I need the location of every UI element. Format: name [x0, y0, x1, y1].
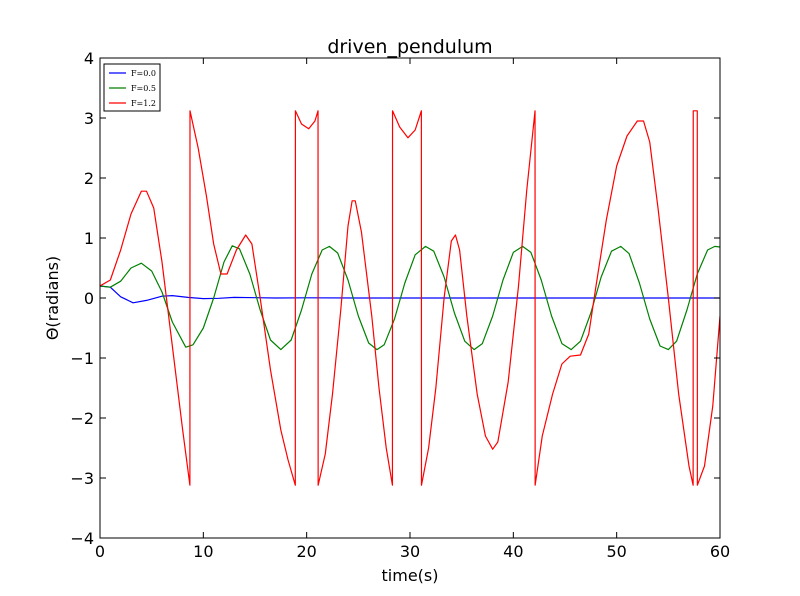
y-tick-label: −4	[70, 529, 94, 548]
y-tick-label: 0	[84, 289, 94, 308]
x-tick-label: 10	[193, 542, 213, 561]
series-line-2	[100, 110, 720, 486]
x-tick-label: 60	[710, 542, 730, 561]
series-line-1	[100, 245, 720, 351]
chart-title: driven_pendulum	[327, 36, 492, 58]
y-tick-label: 4	[84, 49, 94, 68]
y-axis-title: Θ(radians)	[43, 256, 62, 340]
x-tick-label: 40	[503, 542, 523, 561]
series-layer	[100, 110, 720, 486]
y-tick-label: 3	[84, 109, 94, 128]
x-tick-label: 50	[606, 542, 626, 561]
y-tick-label: −1	[70, 349, 94, 368]
x-tick-label: 20	[296, 542, 316, 561]
y-tick-label: −3	[70, 469, 94, 488]
x-axis-title: time(s)	[382, 566, 439, 585]
series-line-0	[100, 285, 720, 304]
legend: F=0.0 F=0.5 F=1.2	[103, 63, 161, 112]
y-tick-label: −2	[70, 409, 94, 428]
x-tick-label: 30	[400, 542, 420, 561]
legend-label-1: F=0.5	[131, 84, 156, 93]
y-tick-label: 1	[84, 229, 94, 248]
y-tick-label: 2	[84, 169, 94, 188]
legend-label-2: F=1.2	[131, 99, 156, 108]
ticks-layer: 0 10 20 30 40 50 60 −4 −3 −2 −1 0 1 2 3 4	[70, 49, 730, 561]
legend-label-0: F=0.0	[131, 69, 156, 78]
x-tick-label: 0	[95, 542, 105, 561]
